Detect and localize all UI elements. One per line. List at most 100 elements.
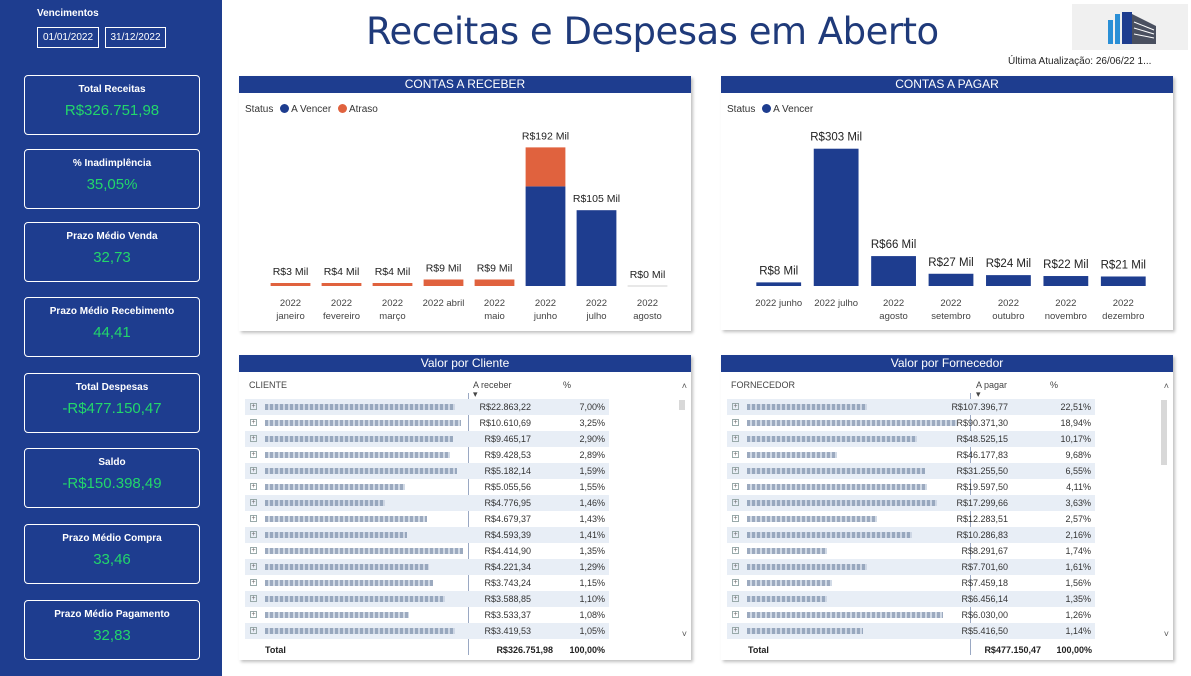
- table-row[interactable]: + R$107.396,77 22,51%: [727, 399, 1095, 415]
- expand-icon[interactable]: +: [732, 547, 739, 554]
- axis-tick-label: fevereiro: [323, 311, 360, 322]
- bar-a-vencer[interactable]: [1100, 276, 1146, 286]
- scroll-up-icon[interactable]: ˄: [681, 381, 687, 391]
- expand-icon[interactable]: +: [732, 467, 739, 474]
- scroll-down-icon[interactable]: ˅: [681, 629, 687, 639]
- table-row[interactable]: + R$10.610,69 3,25%: [245, 415, 609, 431]
- expand-icon[interactable]: +: [732, 531, 739, 538]
- table-row[interactable]: + R$3.743,24 1,15%: [245, 575, 609, 591]
- col-header-a-pagar[interactable]: A pagar: [976, 380, 1008, 390]
- expand-icon[interactable]: +: [250, 547, 257, 554]
- table-row[interactable]: + R$90.371,30 18,94%: [727, 415, 1095, 431]
- bar-atraso[interactable]: [525, 147, 566, 187]
- expand-icon[interactable]: +: [250, 627, 257, 634]
- expand-icon[interactable]: +: [250, 579, 257, 586]
- expand-icon[interactable]: +: [250, 435, 257, 442]
- legend-label-a-vencer[interactable]: A Vencer: [773, 104, 814, 115]
- table-row[interactable]: + R$19.597,50 4,11%: [727, 479, 1095, 495]
- scrollbar-thumb[interactable]: [679, 400, 685, 410]
- table-row[interactable]: + R$4.776,95 1,46%: [245, 495, 609, 511]
- legend-label-atraso[interactable]: Atraso: [348, 104, 378, 115]
- bar-a-vencer[interactable]: [928, 273, 974, 286]
- bar-a-vencer[interactable]: [525, 186, 566, 286]
- col-header-a-receber[interactable]: A receber: [473, 380, 512, 390]
- cell-pct: 4,11%: [1066, 482, 1091, 492]
- table-row[interactable]: + R$5.055,56 1,55%: [245, 479, 609, 495]
- table-row[interactable]: + R$17.299,66 3,63%: [727, 495, 1095, 511]
- expand-icon[interactable]: +: [250, 483, 257, 490]
- col-header-pct[interactable]: %: [1050, 380, 1059, 390]
- expand-icon[interactable]: +: [250, 611, 257, 618]
- table-row[interactable]: + R$4.414,90 1,35%: [245, 543, 609, 559]
- scrollbar-thumb[interactable]: [1161, 400, 1167, 465]
- expand-icon[interactable]: +: [250, 419, 257, 426]
- table-row[interactable]: + R$6.030,00 1,26%: [727, 607, 1095, 623]
- expand-icon[interactable]: +: [250, 403, 257, 410]
- cell-value: R$107.396,77: [951, 402, 1008, 412]
- cell-pct: 6,55%: [1065, 466, 1091, 476]
- table-row[interactable]: + R$3.419,53 1,05%: [245, 623, 609, 639]
- table-row[interactable]: + R$3.588,85 1,10%: [245, 591, 609, 607]
- bar-atraso[interactable]: [270, 283, 311, 286]
- expand-icon[interactable]: +: [732, 419, 739, 426]
- bar-atraso[interactable]: [423, 279, 464, 286]
- table-row[interactable]: + R$8.291,67 1,74%: [727, 543, 1095, 559]
- col-header-pct[interactable]: %: [563, 380, 572, 390]
- expand-icon[interactable]: +: [732, 627, 739, 634]
- table-row[interactable]: + R$4.593,39 1,41%: [245, 527, 609, 543]
- expand-icon[interactable]: +: [250, 499, 257, 506]
- legend-label-a-vencer[interactable]: A Vencer: [291, 104, 332, 115]
- total-pct: 100,00%: [1056, 645, 1092, 655]
- table-row[interactable]: + R$7.459,18 1,56%: [727, 575, 1095, 591]
- expand-icon[interactable]: +: [732, 563, 739, 570]
- col-header-fornecedor[interactable]: FORNECEDOR: [731, 380, 796, 390]
- expand-icon[interactable]: +: [732, 611, 739, 618]
- expand-icon[interactable]: +: [732, 435, 739, 442]
- expand-icon[interactable]: +: [732, 499, 739, 506]
- bar-a-vencer[interactable]: [813, 148, 859, 286]
- expand-icon[interactable]: +: [250, 515, 257, 522]
- expand-icon[interactable]: +: [250, 531, 257, 538]
- table-row[interactable]: + R$7.701,60 1,61%: [727, 559, 1095, 575]
- table-row[interactable]: + R$48.525,15 10,17%: [727, 431, 1095, 447]
- expand-icon[interactable]: +: [250, 467, 257, 474]
- table-row[interactable]: + R$9.428,53 2,89%: [245, 447, 609, 463]
- expand-icon[interactable]: +: [732, 483, 739, 490]
- expand-icon[interactable]: +: [732, 451, 739, 458]
- bar-a-vencer[interactable]: [871, 256, 916, 286]
- expand-icon[interactable]: +: [732, 579, 739, 586]
- bar-a-vencer[interactable]: [1043, 276, 1089, 286]
- table-row[interactable]: + R$5.182,14 1,59%: [245, 463, 609, 479]
- table-row[interactable]: + R$10.286,83 2,16%: [727, 527, 1095, 543]
- bar-a-vencer[interactable]: [756, 282, 802, 286]
- cell-value: R$9.465,17: [484, 434, 531, 444]
- bar-a-vencer[interactable]: [986, 275, 1031, 286]
- col-header-cliente[interactable]: CLIENTE: [249, 380, 288, 390]
- scroll-up-icon[interactable]: ˄: [1163, 381, 1169, 391]
- bar-a-vencer[interactable]: [576, 210, 617, 286]
- bar-atraso[interactable]: [372, 283, 413, 286]
- scroll-down-icon[interactable]: ˅: [1163, 629, 1169, 639]
- building-icon: [1108, 12, 1156, 44]
- expand-icon[interactable]: +: [732, 595, 739, 602]
- table-row[interactable]: + R$22.863,22 7,00%: [245, 399, 609, 415]
- expand-icon[interactable]: +: [250, 563, 257, 570]
- date-start-input[interactable]: 01/01/2022: [37, 27, 99, 48]
- date-end-input[interactable]: 31/12/2022: [105, 27, 166, 48]
- bar-atraso[interactable]: [321, 283, 362, 286]
- expand-icon[interactable]: +: [250, 595, 257, 602]
- expand-icon[interactable]: +: [250, 451, 257, 458]
- table-row[interactable]: + R$5.416,50 1,14%: [727, 623, 1095, 639]
- table-row[interactable]: + R$46.177,83 9,68%: [727, 447, 1095, 463]
- table-row[interactable]: + R$4.221,34 1,29%: [245, 559, 609, 575]
- table-row[interactable]: + R$6.456,14 1,35%: [727, 591, 1095, 607]
- expand-icon[interactable]: +: [732, 403, 739, 410]
- table-row[interactable]: + R$4.679,37 1,43%: [245, 511, 609, 527]
- table-row[interactable]: + R$31.255,50 6,55%: [727, 463, 1095, 479]
- bar-atraso[interactable]: [474, 279, 515, 286]
- table-row[interactable]: + R$3.533,37 1,08%: [245, 607, 609, 623]
- expand-icon[interactable]: +: [732, 515, 739, 522]
- data-label: R$66 Mil: [871, 239, 916, 251]
- table-row[interactable]: + R$9.465,17 2,90%: [245, 431, 609, 447]
- table-row[interactable]: + R$12.283,51 2,57%: [727, 511, 1095, 527]
